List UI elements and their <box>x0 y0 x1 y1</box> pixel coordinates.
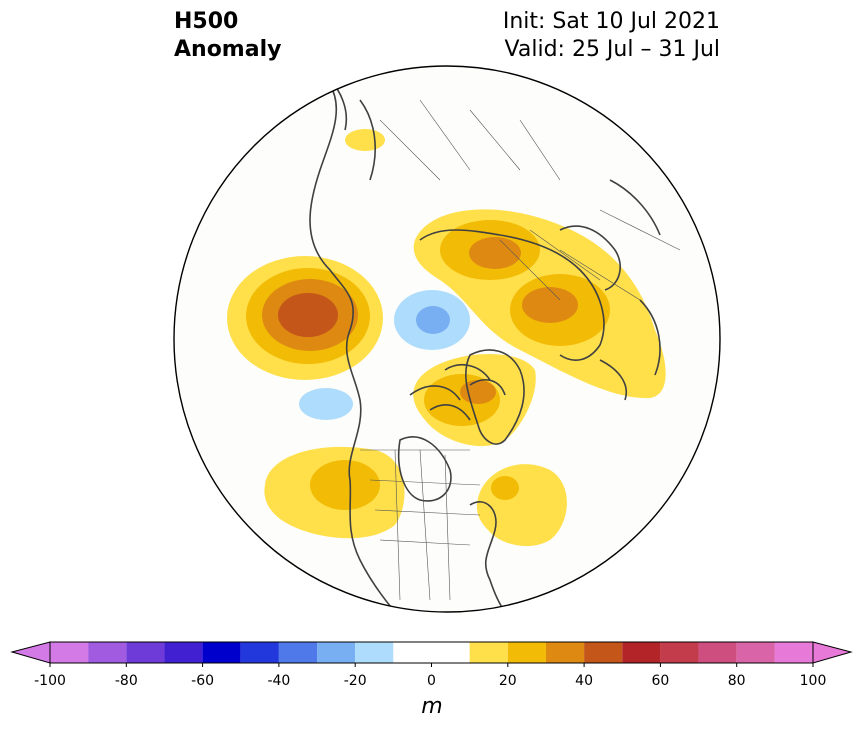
colorbar-tick-label: -20 <box>343 673 367 689</box>
colorbar-tick-label: -60 <box>191 673 215 689</box>
colorbar-bin <box>202 642 241 663</box>
anomaly-ne-america <box>476 464 567 547</box>
colorbar-bin <box>126 642 165 663</box>
colorbar-bin <box>355 642 394 663</box>
colorbar-unit-label: m <box>421 694 443 719</box>
chart-title-right: Init: Sat 10 Jul 2021 Valid: 25 Jul – 31… <box>503 8 720 64</box>
polar-anomaly-map <box>173 65 721 613</box>
colorbar-bin <box>50 642 89 663</box>
country-borders <box>360 99 681 601</box>
colorbar-bin <box>393 642 470 663</box>
coastlines <box>309 79 661 612</box>
colorbar-bin <box>584 642 623 663</box>
field-name: H500 <box>174 9 239 34</box>
colorbar-bin <box>240 642 279 663</box>
colorbar-bin <box>469 642 508 663</box>
colorbar-tick-label: 40 <box>575 673 594 689</box>
colorbar-bin <box>278 642 318 663</box>
anomaly-arctic-negative <box>394 290 470 350</box>
colorbar-tick-label: 80 <box>727 673 746 689</box>
anomaly-nw-america <box>264 446 405 539</box>
colorbar-extend-high <box>812 641 853 664</box>
colorbar-tick-label: -80 <box>114 673 138 689</box>
valid-range: Valid: 25 Jul – 31 Jul <box>504 37 720 62</box>
colorbar-extend-low <box>10 641 51 664</box>
colorbar-bin <box>698 642 737 663</box>
colorbar-bin <box>774 642 813 663</box>
map-boundary <box>173 65 721 613</box>
colorbar-tick-label: -100 <box>34 673 66 689</box>
chart-title-left: H500 Anomaly <box>174 8 281 64</box>
colorbar-tick-label: 100 <box>799 673 827 689</box>
init-date: Init: Sat 10 Jul 2021 <box>502 9 720 34</box>
colorbar-tick-label: 20 <box>498 673 517 689</box>
colorbar-tick-label: 0 <box>427 673 436 689</box>
colorbar-bin <box>317 642 356 663</box>
colorbar-bin <box>507 642 546 663</box>
colorbar-bin <box>164 642 203 663</box>
colorbar-bin <box>88 642 127 663</box>
colorbar-bin <box>545 642 585 663</box>
anomaly-siberia <box>413 209 666 399</box>
colorbar-bin <box>736 642 775 663</box>
anomaly-bering-negative <box>299 388 353 420</box>
colorbar-tick-label: -40 <box>267 673 291 689</box>
colorbar-tick-label: 60 <box>651 673 670 689</box>
colorbar-bin <box>622 642 661 663</box>
field-quantity: Anomaly <box>174 37 282 62</box>
colorbar-bin <box>660 642 699 663</box>
